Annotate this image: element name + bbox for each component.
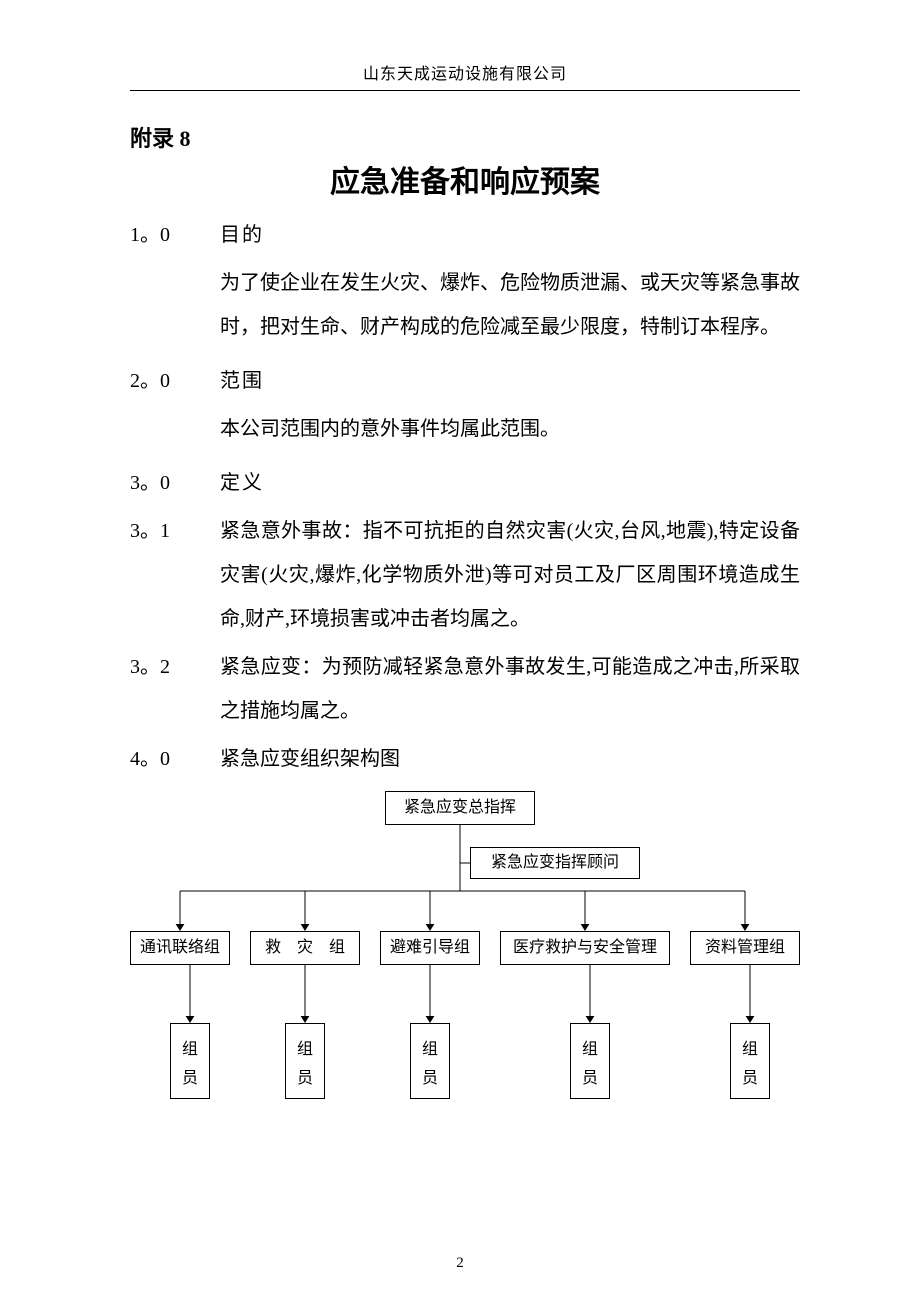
org-top-box: 紧急应变总指挥 bbox=[385, 791, 535, 825]
org-advisor-box: 紧急应变指挥顾问 bbox=[470, 847, 640, 879]
org-member-box: 组员 bbox=[410, 1023, 450, 1099]
section-2-body: 本公司范围内的意外事件均属此范围。 bbox=[220, 407, 800, 451]
org-member-box: 组员 bbox=[570, 1023, 610, 1099]
section-3-heading: 3。0 定义 bbox=[130, 461, 800, 505]
page: 山东天成运动设施有限公司 附录 8 应急准备和响应预案 1。0 目的 为了使企业… bbox=[0, 0, 920, 1302]
section-label: 范围 bbox=[220, 359, 800, 403]
document-title: 应急准备和响应预案 bbox=[130, 157, 800, 201]
section-body: 紧急应变：为预防减轻紧急意外事故发生,可能造成之冲击,所采取之措施均属之。 bbox=[220, 645, 800, 733]
section-label: 定义 bbox=[220, 461, 800, 505]
section-1-body: 为了使企业在发生火灾、爆炸、危险物质泄漏、或天灾等紧急事故时，把对生命、财产构成… bbox=[220, 261, 800, 349]
org-group-box: 通讯联络组 bbox=[130, 931, 230, 965]
org-group-box: 医疗救护与安全管理 bbox=[500, 931, 670, 965]
section-number: 3。1 bbox=[130, 509, 220, 641]
appendix-label: 附录 8 bbox=[130, 121, 800, 153]
section-number: 3。0 bbox=[130, 461, 220, 505]
section-label: 紧急应变组织架构图 bbox=[220, 737, 800, 781]
org-member-box: 组员 bbox=[730, 1023, 770, 1099]
org-chart: 紧急应变总指挥紧急应变指挥顾问通讯联络组救 灾 组避难引导组医疗救护与安全管理资… bbox=[130, 791, 810, 1141]
org-group-box: 避难引导组 bbox=[380, 931, 480, 965]
section-2-heading: 2。0 范围 bbox=[130, 359, 800, 403]
section-number: 4。0 bbox=[130, 737, 220, 781]
section-label: 目的 bbox=[220, 213, 800, 257]
section-body: 紧急意外事故：指不可抗拒的自然灾害(火灾,台风,地震),特定设备灾害(火灾,爆炸… bbox=[220, 509, 800, 641]
company-header: 山东天成运动设施有限公司 bbox=[130, 60, 800, 91]
section-3-2: 3。2 紧急应变：为预防减轻紧急意外事故发生,可能造成之冲击,所采取之措施均属之… bbox=[130, 645, 800, 733]
section-3-1: 3。1 紧急意外事故：指不可抗拒的自然灾害(火灾,台风,地震),特定设备灾害(火… bbox=[130, 509, 800, 641]
org-group-box: 资料管理组 bbox=[690, 931, 800, 965]
org-chart-lines bbox=[130, 791, 810, 1141]
section-number: 3。2 bbox=[130, 645, 220, 733]
org-member-box: 组员 bbox=[170, 1023, 210, 1099]
org-member-box: 组员 bbox=[285, 1023, 325, 1099]
section-1-heading: 1。0 目的 bbox=[130, 213, 800, 257]
page-number: 2 bbox=[0, 1255, 920, 1272]
section-number: 2。0 bbox=[130, 359, 220, 403]
org-group-box: 救 灾 组 bbox=[250, 931, 360, 965]
section-4-heading: 4。0 紧急应变组织架构图 bbox=[130, 737, 800, 781]
section-number: 1。0 bbox=[130, 213, 220, 257]
